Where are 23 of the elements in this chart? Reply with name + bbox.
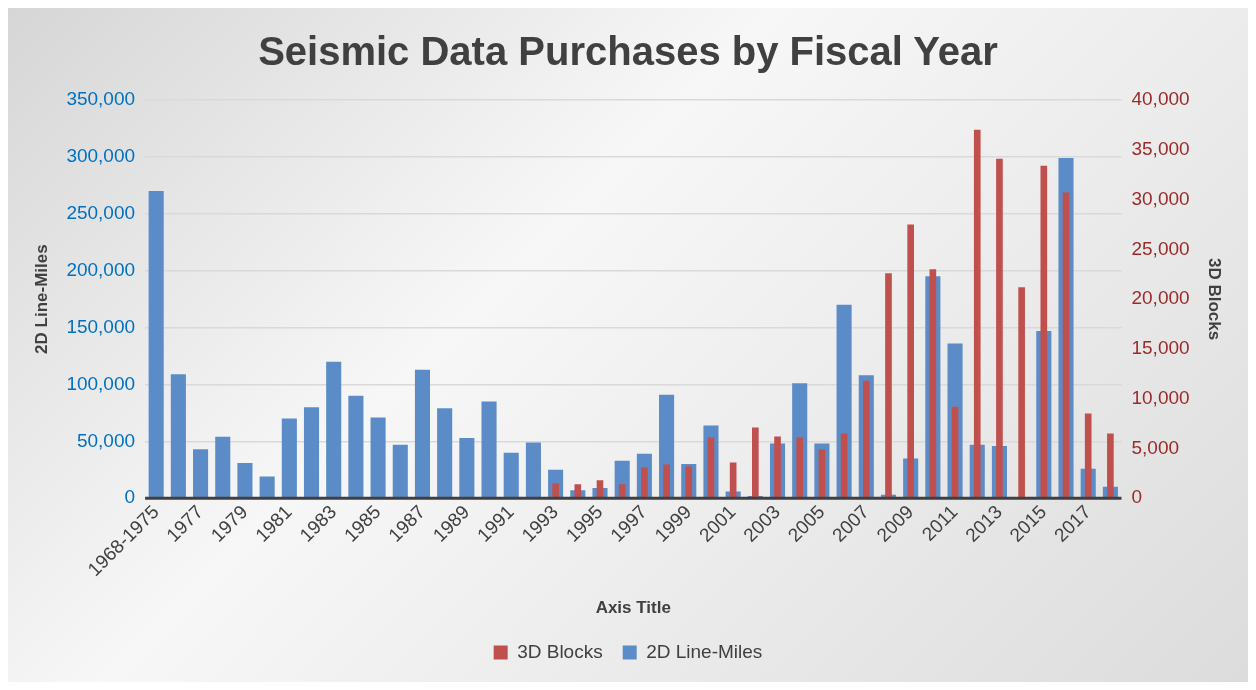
y2-tick-label: 30,000 [1131,187,1190,209]
y-tick-label: 50,000 [76,429,136,451]
y2-tick-label: 10,000 [1131,386,1190,408]
legend-label: 2D Line-Miles [646,640,763,662]
y2-tick-label: 15,000 [1131,337,1190,359]
y2-tick-label: 25,000 [1131,237,1190,259]
y2-tick-label: 5,000 [1131,436,1180,458]
y-tick-label: 200,000 [66,258,136,280]
y-tick-label: 250,000 [66,202,136,224]
y-tick-label: 350,000 [66,88,136,110]
legend-label: 3D Blocks [517,640,603,662]
y-tick-label: 300,000 [66,145,136,167]
y2-tick-label: 0 [1131,486,1143,508]
y2-axis-title: 3D Blocks [1205,258,1225,341]
y-axis-title: 2D Line-Miles [31,244,51,354]
y-tick-label: 100,000 [66,372,136,394]
y2-tick-label: 20,000 [1131,287,1190,309]
y2-tick-label: 40,000 [1131,88,1190,110]
chart-title: Seismic Data Purchases by Fiscal Year [258,29,998,74]
x-axis-title: Axis Title [595,598,671,618]
y-tick-label: 150,000 [66,315,136,337]
y2-tick-label: 35,000 [1131,138,1190,160]
y-tick-label: 0 [124,486,136,508]
